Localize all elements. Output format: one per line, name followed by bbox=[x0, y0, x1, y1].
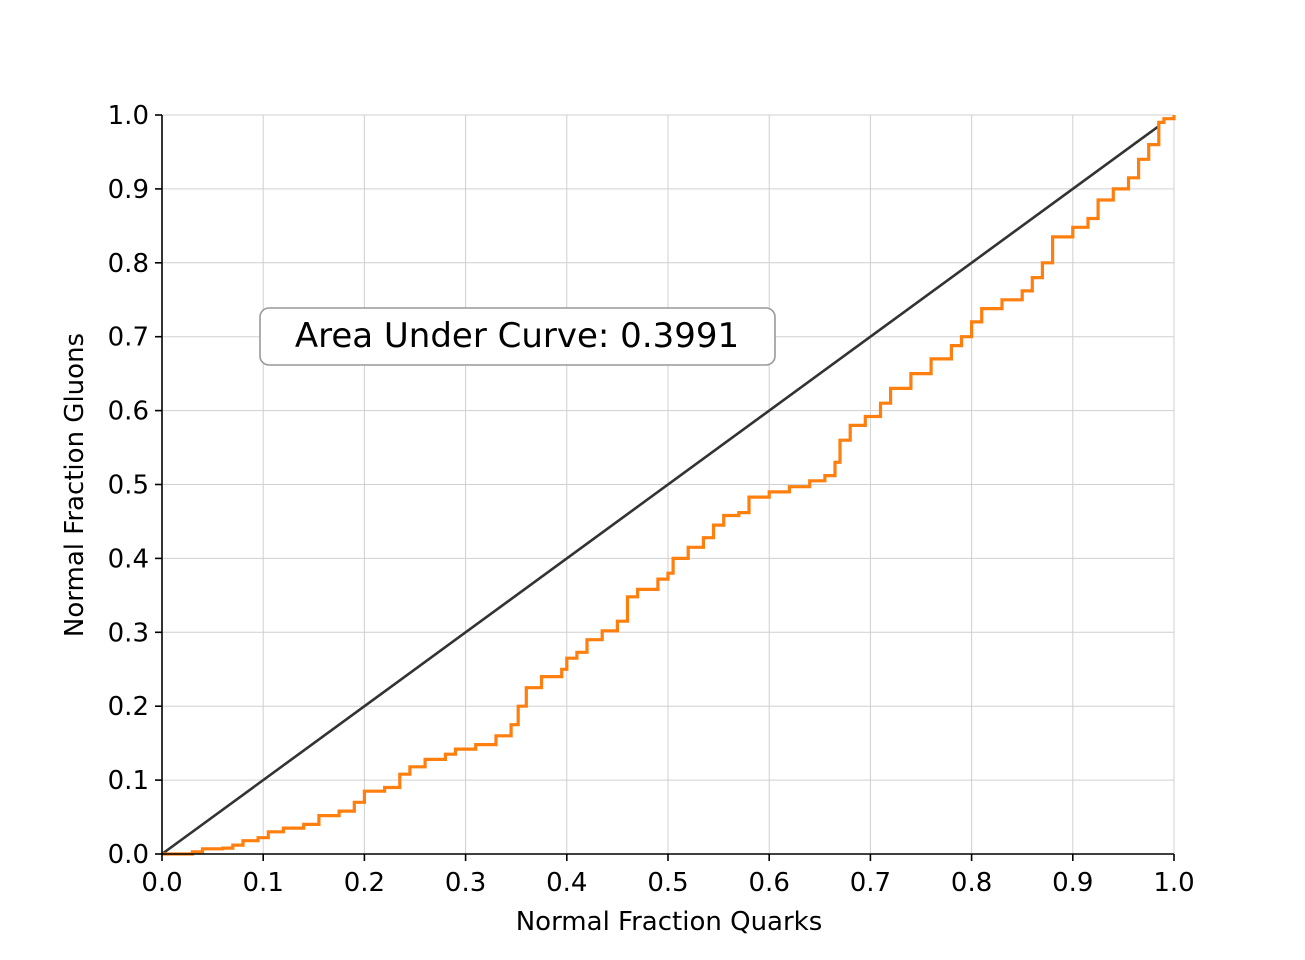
x-tick-label: 0.7 bbox=[850, 868, 891, 898]
y-tick-label: 0.8 bbox=[108, 249, 149, 279]
y-tick-label: 0.5 bbox=[108, 471, 149, 501]
series-layer bbox=[162, 115, 1176, 856]
ticks: 0.0 0.1 0.2 0.3 0.4 0.5 0.6 0.7 0.8 0.9 1.0 0.0 0.1 0… bbox=[108, 101, 1195, 898]
x-tick-label: 0.5 bbox=[647, 868, 688, 898]
x-tick-label: 0.8 bbox=[951, 868, 992, 898]
y-tick-label: 0.0 bbox=[108, 840, 149, 870]
x-tick-label: 0.0 bbox=[141, 868, 182, 898]
y-tick-label: 0.4 bbox=[108, 544, 149, 574]
y-tick-label: 1.0 bbox=[108, 101, 149, 131]
y-tick-label: 0.7 bbox=[108, 323, 149, 353]
x-tick-label: 0.1 bbox=[243, 868, 284, 898]
y-axis-label: Normal Fraction Gluons bbox=[60, 333, 90, 637]
x-tick-label: 1.0 bbox=[1153, 868, 1194, 898]
x-tick-label: 0.9 bbox=[1052, 868, 1093, 898]
x-tick-label: 0.3 bbox=[445, 868, 486, 898]
x-tick-label: 0.2 bbox=[344, 868, 385, 898]
y-tick-label: 0.9 bbox=[108, 175, 149, 205]
auc-annotation-text: Area Under Curve: 0.3991 bbox=[295, 316, 739, 356]
x-tick-label: 0.4 bbox=[546, 868, 587, 898]
y-tick-label: 0.1 bbox=[108, 766, 149, 796]
roc-curve-series bbox=[162, 115, 1176, 856]
reference-line bbox=[161, 125, 1160, 856]
auc-annotation-box bbox=[259, 307, 776, 366]
x-axis-label: Normal Fraction Quarks bbox=[516, 907, 823, 937]
y-tick-label: 0.3 bbox=[108, 618, 149, 648]
x-tick-label: 0.6 bbox=[749, 868, 790, 898]
auc-annotation: Area Under Curve: 0.3991 bbox=[259, 307, 776, 366]
y-tick-label: 0.6 bbox=[108, 397, 149, 427]
y-tick-label: 0.2 bbox=[108, 692, 149, 722]
reference-line-layer bbox=[161, 125, 1160, 856]
